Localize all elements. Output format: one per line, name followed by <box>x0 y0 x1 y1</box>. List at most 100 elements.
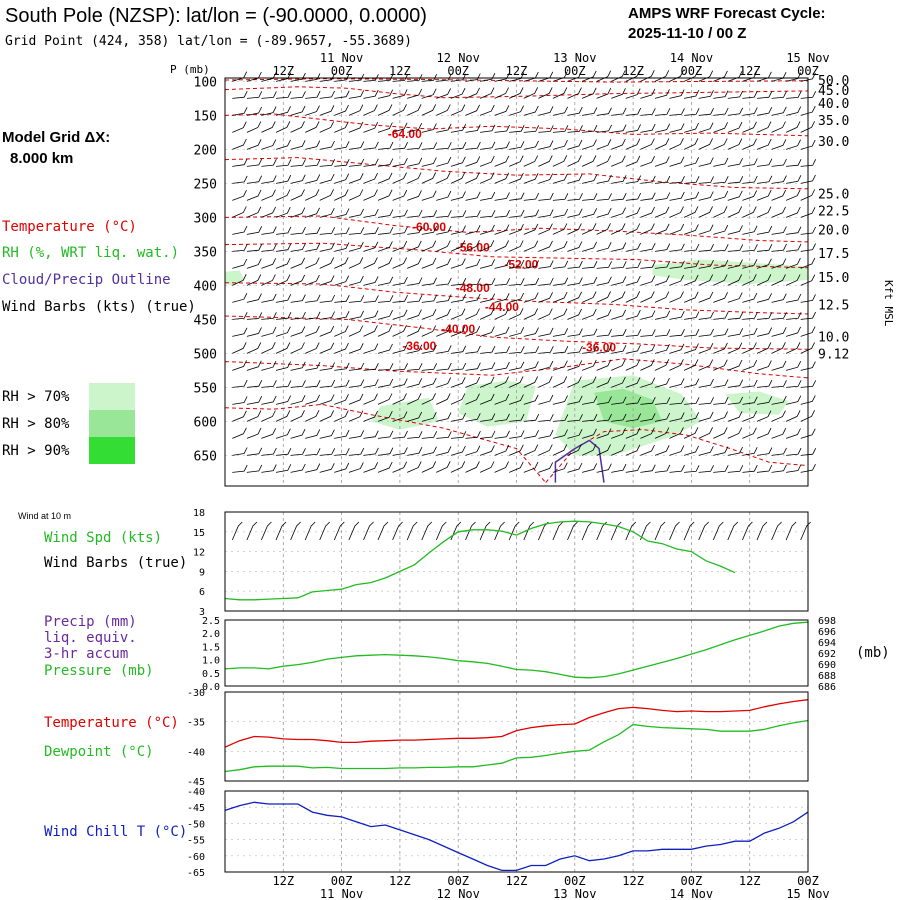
wind-barb <box>494 224 510 235</box>
top-date-label: 14 Nov <box>670 51 713 65</box>
wind-barb <box>348 447 365 456</box>
wind-barb <box>334 227 350 235</box>
wind-barb <box>552 193 569 201</box>
wind-barb <box>523 173 539 184</box>
wind-barb <box>654 138 670 150</box>
wind-barb <box>698 328 714 337</box>
wind-barb <box>363 241 379 252</box>
wind-barb <box>232 91 248 99</box>
wind-barb <box>611 155 626 167</box>
wind-barb <box>305 90 321 99</box>
wind-barb <box>305 207 320 218</box>
wind-barb <box>392 122 408 133</box>
wind-barb <box>334 208 350 218</box>
wind-barb <box>436 362 452 371</box>
wind-barb <box>669 464 685 473</box>
wind-barb <box>800 243 816 252</box>
wind-barb <box>377 310 393 320</box>
wind-barb <box>611 223 626 235</box>
wind-barb <box>246 360 262 371</box>
panel-frame-precip <box>224 619 809 687</box>
wind-barb <box>683 274 699 286</box>
wind-barb <box>261 226 277 235</box>
wind-barb <box>523 308 539 320</box>
wind-barb <box>480 362 496 371</box>
wind-barb <box>683 359 699 371</box>
wind-barb <box>334 242 350 252</box>
wind-barb <box>669 223 685 235</box>
wind-barb <box>407 461 422 473</box>
wind-barb <box>523 209 540 218</box>
wind-barb <box>232 293 248 303</box>
rh-swatch-80 <box>89 410 135 437</box>
temp-contour-2 <box>224 113 809 137</box>
legend-wind: Wind Barbs (kts) (true) <box>2 299 196 315</box>
wind-barb <box>713 90 729 99</box>
temp-contour-9 <box>224 403 547 483</box>
wind-barb <box>275 428 291 439</box>
wind-barb <box>742 427 757 439</box>
wind-barb <box>713 157 729 167</box>
wind-barb <box>421 157 437 167</box>
surface-wind-barb <box>683 521 695 541</box>
wind-barb <box>567 308 582 320</box>
wind-barb <box>538 376 553 388</box>
precip-tick: 0.5 <box>202 669 220 680</box>
wind-barb <box>392 104 407 116</box>
pressure-legend: Pressure (mb) <box>44 663 154 679</box>
wind-barb <box>290 428 306 439</box>
wind-barb <box>261 121 276 133</box>
top-hour-label: 12Z <box>622 64 644 78</box>
bottom-hour-label: 12Z <box>739 874 761 888</box>
wind-barb <box>683 138 699 150</box>
wind-barb <box>246 175 263 184</box>
wind-barb <box>334 173 350 184</box>
wind-barb <box>363 104 378 116</box>
wind-barb <box>625 192 642 201</box>
wind-barb <box>800 174 816 184</box>
wind-barb <box>436 461 451 473</box>
wind-barb <box>450 294 467 303</box>
wind-barb <box>771 447 787 456</box>
wind-barb <box>727 138 743 150</box>
wind-barb <box>567 414 583 422</box>
wind-barb <box>552 429 568 439</box>
wind-legend-barbs: Wind Barbs (true) <box>44 555 187 571</box>
wind-barb <box>465 308 480 320</box>
wind-barb <box>800 380 817 388</box>
wind-barb <box>509 125 525 133</box>
wind-barb <box>465 156 481 167</box>
wind-barb <box>625 427 641 439</box>
wind-barb <box>582 174 598 184</box>
wind-barb <box>275 342 291 354</box>
wind-barb <box>465 345 481 354</box>
wind-barb <box>684 89 700 99</box>
wind-barb <box>596 276 612 286</box>
wind-barb <box>275 121 291 133</box>
wind-barb <box>319 189 334 201</box>
wind-barb <box>771 395 787 405</box>
top-hour-label: 12Z <box>739 64 761 78</box>
wind-tick: 12 <box>193 548 205 559</box>
wind-barb <box>523 394 539 405</box>
wind-barb <box>684 176 700 184</box>
wind-barb <box>552 328 569 337</box>
wind-barb <box>581 70 597 82</box>
wind-barb <box>625 291 641 303</box>
pressure-axis-label: P (mb) <box>170 63 210 76</box>
wind-barb <box>509 105 524 116</box>
wind-barb <box>450 142 467 150</box>
wind-barb <box>538 414 554 422</box>
wind-barb <box>450 278 467 286</box>
wind-barb <box>450 124 467 133</box>
wind-barb <box>640 413 656 422</box>
wind-barb <box>756 121 772 133</box>
wind-barb <box>756 244 773 252</box>
wind-barb <box>334 362 350 371</box>
wind-barb <box>654 344 670 354</box>
wind-barb <box>611 261 627 269</box>
wind-barb <box>232 360 247 371</box>
wind-barb <box>261 360 277 371</box>
rh-region-2 <box>370 397 439 430</box>
wind-barb <box>640 427 655 439</box>
